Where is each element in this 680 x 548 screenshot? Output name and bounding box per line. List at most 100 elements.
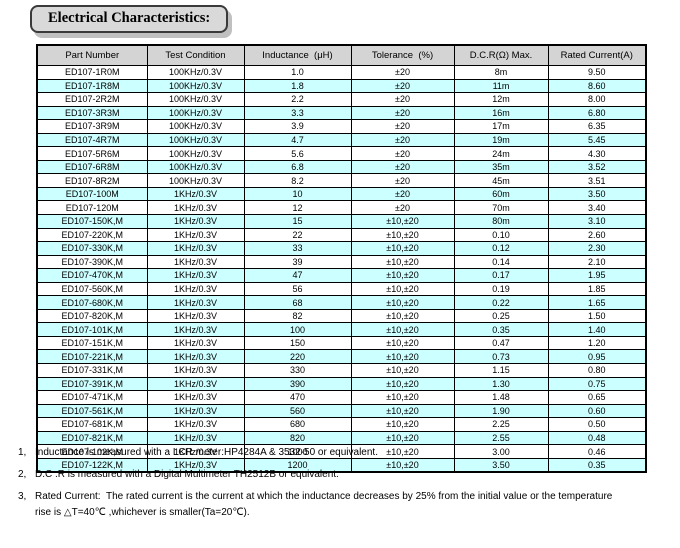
table-cell: ED107-122K,M <box>36 457 148 473</box>
table-cell: 1.20 <box>547 335 647 351</box>
table-cell: 1.15 <box>453 363 549 378</box>
table-cell: ±20 <box>350 173 455 188</box>
table-cell: 1.95 <box>547 268 647 283</box>
table-cell: 0.12 <box>453 241 549 256</box>
table-cell: ±10,±20 <box>350 444 455 459</box>
table-cell: ±10,±20 <box>350 417 455 432</box>
table-cell: ±10,±20 <box>350 335 455 351</box>
table-cell: ED107-330K,M <box>36 241 148 256</box>
table-cell: ±10,±20 <box>350 430 455 446</box>
note-text: D.C .R is measured with a Digital Multim… <box>35 469 339 480</box>
table-row: ED107-560K,M 1KHz/0.3V 56 ±10,±20 0.19 1.85 <box>36 281 647 297</box>
table-cell: ED107-471K,M <box>36 390 148 405</box>
table-cell: ED107-6R8M <box>36 159 148 175</box>
table-cell: ED107-821K,M <box>36 430 148 446</box>
table-cell: 0.95 <box>547 349 647 365</box>
table-cell: 1KHz/0.3V <box>146 308 245 324</box>
table-cell: ±20 <box>350 186 455 202</box>
table-cell: ED107-561K,M <box>36 403 148 419</box>
table-row: ED107-1R0M 100KHz/0.3V 1.0 ±20 8m 9.50 <box>36 65 647 80</box>
table-cell: 100KHz/0.3V <box>146 105 245 121</box>
table-cell: 8.2 <box>243 173 352 188</box>
table-cell: ±10,±20 <box>350 322 455 337</box>
table-cell: ±20 <box>350 65 455 80</box>
table-cell: ±10,±20 <box>350 349 455 365</box>
header-rated-current: Rated Current(A) <box>547 44 647 66</box>
table-cell: 82 <box>243 308 352 324</box>
table-row: ED107-391K,M 1KHz/0.3V 390 ±10,±20 1.30 0.75 <box>36 376 647 392</box>
table-cell: 17m <box>453 119 549 134</box>
table-cell: 2.55 <box>453 430 549 446</box>
table-cell: 1.48 <box>453 390 549 405</box>
note: 3, Rated Current: The rated current is th… <box>18 489 670 521</box>
table-cell: 470 <box>243 390 352 405</box>
note: 2, D.C .R is measured with a Digital Mult… <box>18 467 670 483</box>
table-cell: 1KHz/0.3V <box>146 335 245 351</box>
table-cell: ED107-820K,M <box>36 308 148 324</box>
table-cell: 33 <box>243 241 352 256</box>
table-row: ED107-3R3M 100KHz/0.3V 3.3 ±20 16m 6.80 <box>36 105 647 121</box>
table-cell: ±10,±20 <box>350 268 455 283</box>
table-cell: 0.47 <box>453 335 549 351</box>
table-cell: 1KHz/0.3V <box>146 390 245 405</box>
table-cell: 2.10 <box>547 254 647 270</box>
table-row: ED107-820K,M 1KHz/0.3V 82 ±10,±20 0.25 1.50 <box>36 308 647 324</box>
table-cell: 1KHz/0.3V <box>146 457 245 473</box>
table-cell: 1KHz/0.3V <box>146 417 245 432</box>
table-cell: 0.75 <box>547 376 647 392</box>
table-cell: 100KHz/0.3V <box>146 159 245 175</box>
table-cell: ±10,±20 <box>350 254 455 270</box>
header-tolerance: Tolerance (%) <box>350 44 455 66</box>
header-inductance: Inductance (μH) <box>243 44 352 66</box>
table-cell: 56 <box>243 281 352 297</box>
table-cell: ED107-102K,M <box>36 444 148 459</box>
table-cell: ±10,±20 <box>350 363 455 378</box>
table-row: ED107-120M 1KHz/0.3V 12 ±20 70m 3.40 <box>36 200 647 215</box>
table-cell: ±20 <box>350 119 455 134</box>
table-cell: ED107-391K,M <box>36 376 148 392</box>
table-cell: 8.60 <box>547 78 647 94</box>
table-cell: 12m <box>453 92 549 107</box>
table-row: ED107-2R2M 100KHz/0.3V 2.2 ±20 12m 8.00 <box>36 92 647 107</box>
table-cell: 1KHz/0.3V <box>146 186 245 202</box>
table-row: ED107-680K,M 1KHz/0.3V 68 ±10,±20 0.22 1.65 <box>36 295 647 310</box>
table-cell: 12 <box>243 200 352 215</box>
table-cell: 1KHz/0.3V <box>146 322 245 337</box>
table-cell: 45m <box>453 173 549 188</box>
table-cell: ED107-221K,M <box>36 349 148 365</box>
table-cell: 3.40 <box>547 200 647 215</box>
table-body: ED107-1R0M 100KHz/0.3V 1.0 ±20 8m 9.50 ED107-1… <box>36 65 647 473</box>
table-row: ED107-4R7M 100KHz/0.3V 4.7 ±20 19m 5.45 <box>36 132 647 148</box>
table-cell: ED107-1R0M <box>36 65 148 80</box>
table-cell: 1KHz/0.3V <box>146 254 245 270</box>
notes: 1, Inductance is measured with a LCR mete… <box>18 445 670 527</box>
note-number: 2, <box>18 469 27 480</box>
table-cell: 3.9 <box>243 119 352 134</box>
table-row: ED107-8R2M 100KHz/0.3V 8.2 ±20 45m 3.51 <box>36 173 647 188</box>
table-cell: 100KHz/0.3V <box>146 92 245 107</box>
table-cell: 3.3 <box>243 105 352 121</box>
table-cell: ±10,±20 <box>350 403 455 419</box>
table-cell: ED107-1R8M <box>36 78 148 94</box>
table-cell: 5.45 <box>547 132 647 148</box>
table-cell: ED107-390K,M <box>36 254 148 270</box>
table-cell: 19m <box>453 132 549 148</box>
table-cell: 0.80 <box>547 363 647 378</box>
table-cell: 8m <box>453 65 549 80</box>
table-cell: 80m <box>453 214 549 229</box>
table-cell: ED107-3R9M <box>36 119 148 134</box>
table-cell: ED107-100M <box>36 186 148 202</box>
table-cell: 5.6 <box>243 146 352 161</box>
table-cell: 0.35 <box>453 322 549 337</box>
table-cell: 1KHz/0.3V <box>146 295 245 310</box>
table-cell: 100KHz/0.3V <box>146 132 245 148</box>
table-cell: 1KHz/0.3V <box>146 363 245 378</box>
table-cell: 0.10 <box>453 227 549 243</box>
table-cell: ±10,±20 <box>350 281 455 297</box>
table-cell: ED107-331K,M <box>36 363 148 378</box>
table-cell: 0.19 <box>453 281 549 297</box>
table-cell: 0.17 <box>453 268 549 283</box>
table-cell: 70m <box>453 200 549 215</box>
table-cell: 1KHz/0.3V <box>146 214 245 229</box>
table-cell: ED107-220K,M <box>36 227 148 243</box>
